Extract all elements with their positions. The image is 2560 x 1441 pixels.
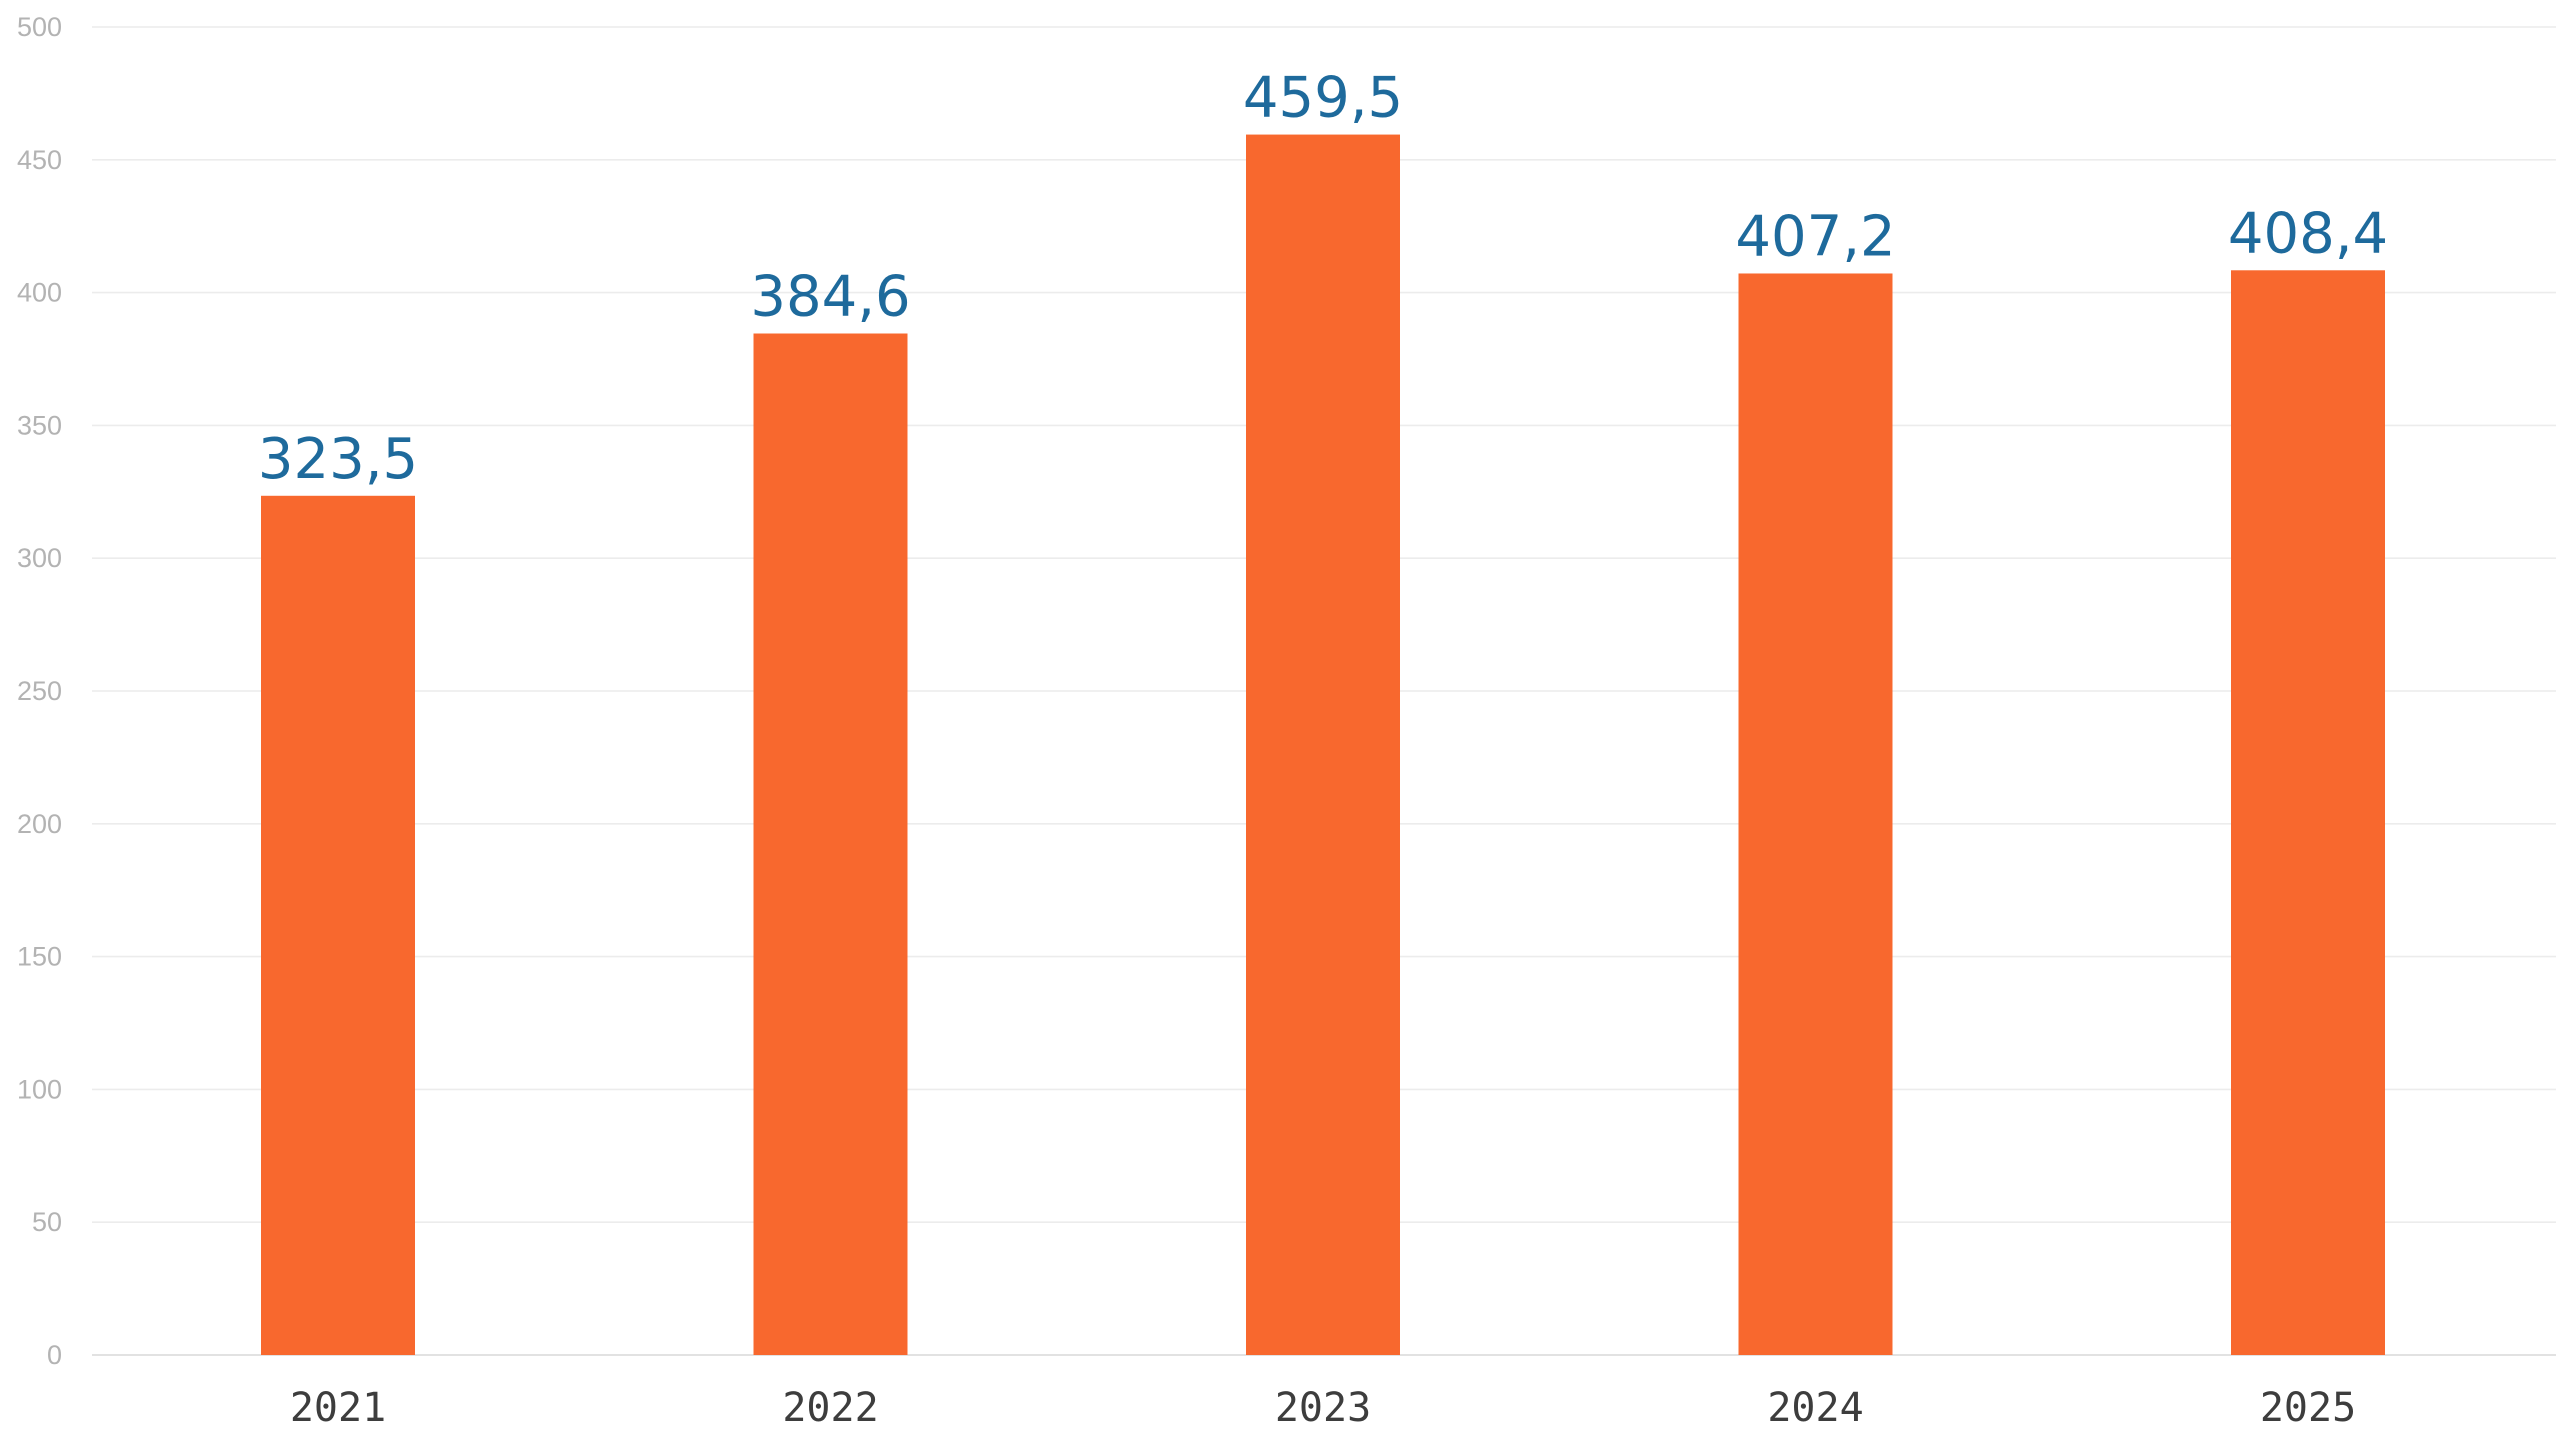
bar [261, 495, 415, 1355]
bar [753, 333, 908, 1355]
bar [1738, 273, 1893, 1355]
y-tick-label: 150 [17, 942, 62, 972]
y-tick-label: 400 [17, 278, 62, 308]
data-label: 384,6 [750, 265, 910, 330]
y-tick-label: 200 [17, 809, 62, 839]
bar [1246, 134, 1400, 1355]
x-tick-label: 2022 [782, 1385, 878, 1431]
data-label: 407,2 [1735, 204, 1895, 269]
bar [2231, 270, 2385, 1356]
data-labels: 323,5 384,6 459,5 407,2 408,4 [258, 66, 2388, 492]
x-tick-label: 2021 [290, 1385, 386, 1431]
data-label: 408,4 [2228, 201, 2388, 266]
y-tick-label: 450 [17, 145, 62, 175]
x-tick-label: 2023 [1275, 1385, 1371, 1431]
x-tick-label: 2025 [2260, 1385, 2356, 1431]
x-tick-label: 2024 [1767, 1385, 1863, 1431]
y-axis: 0 50 100 150 200 250 300 350 400 450 500 [17, 12, 62, 1370]
y-tick-label: 350 [17, 410, 62, 440]
y-tick-label: 100 [17, 1074, 62, 1104]
y-tick-label: 50 [32, 1207, 62, 1237]
data-label: 459,5 [1243, 66, 1403, 131]
y-tick-label: 0 [47, 1340, 62, 1370]
y-tick-label: 300 [17, 543, 62, 573]
y-tick-label: 250 [17, 676, 62, 706]
data-label: 323,5 [258, 427, 418, 492]
y-tick-label: 500 [17, 12, 62, 42]
x-axis: 2021 2022 2023 2024 2025 [290, 1385, 2356, 1431]
bars [261, 134, 2385, 1356]
